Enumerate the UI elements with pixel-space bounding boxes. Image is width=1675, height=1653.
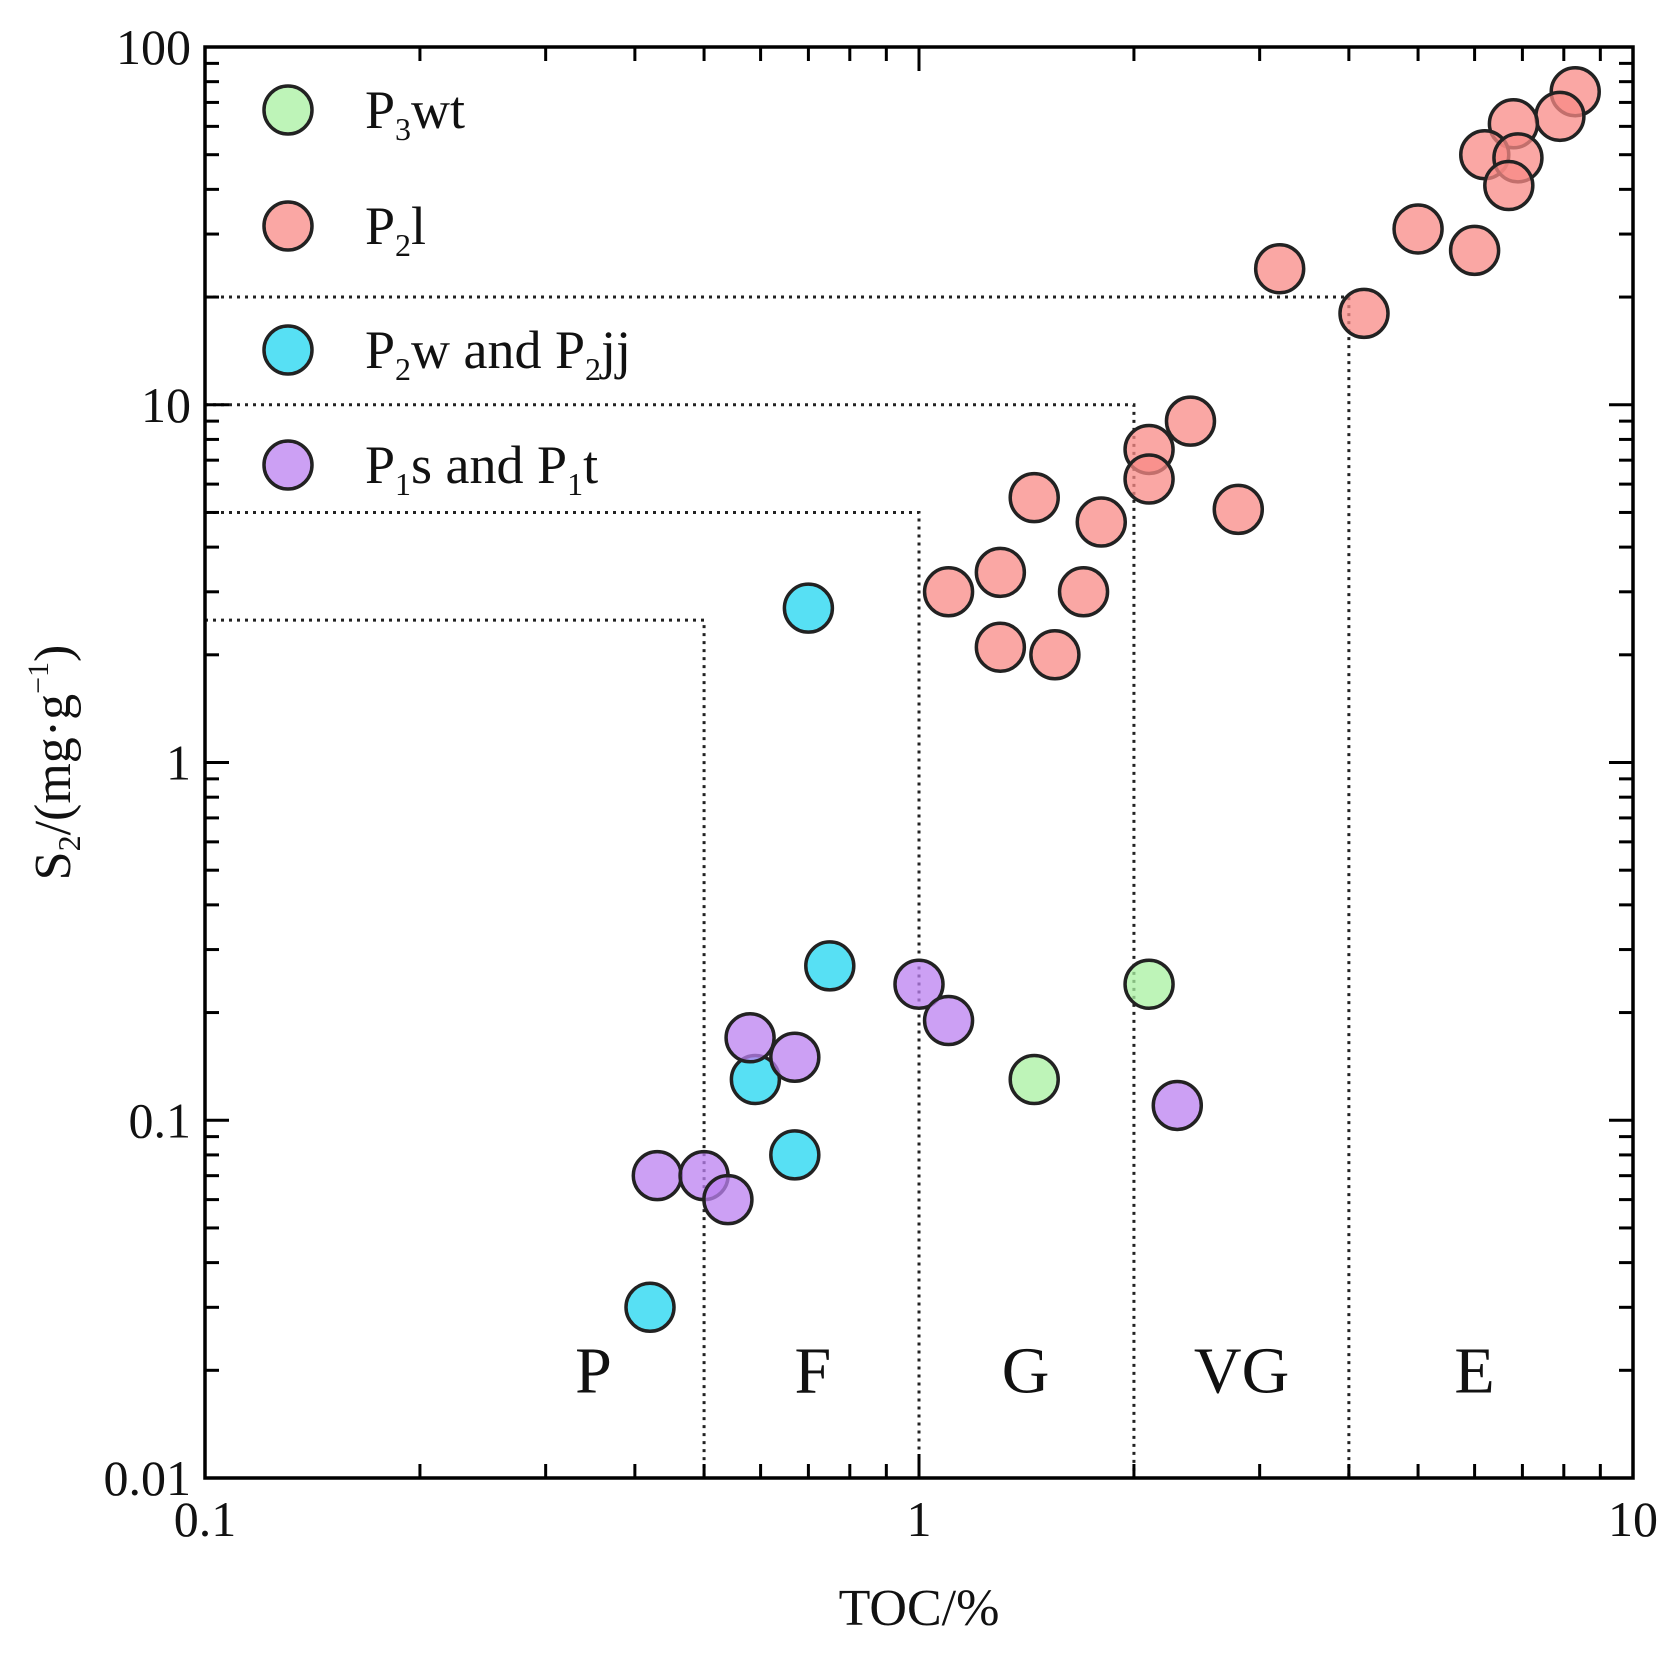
legend-marker (262, 439, 314, 491)
data-point-series-1 (1212, 483, 1265, 536)
data-point-series-1 (1483, 159, 1535, 212)
data-point-series-1 (1075, 496, 1128, 548)
zone-label-p: P (575, 1334, 612, 1407)
data-point-series-1 (1008, 471, 1060, 524)
legend-marker (262, 324, 314, 376)
legend-marker (262, 200, 314, 252)
zone-label-f: F (794, 1334, 831, 1407)
data-point-series-2 (624, 1281, 676, 1334)
data-point-series-1 (1392, 203, 1444, 255)
legend-label: P2l (365, 196, 426, 263)
zone-label-e: E (1454, 1334, 1494, 1407)
data-point-series-3 (922, 994, 975, 1047)
data-point-series-2 (769, 1129, 821, 1181)
data-point-series-3 (893, 958, 945, 1010)
zone-label-g: G (1002, 1334, 1050, 1407)
y-tick-label: 10 (141, 377, 191, 433)
y-axis-title: S2/(mg·g−1) (22, 645, 87, 881)
x-tick-label: 1 (907, 1491, 932, 1547)
legend-label: P2w and P2jj (365, 320, 631, 387)
legend-item: P1s and P1t (262, 435, 598, 502)
data-point-series-0 (1008, 1053, 1060, 1106)
data-point-series-2 (782, 582, 835, 634)
data-point-series-1 (1253, 242, 1306, 295)
legend: P3wt P2l P2w and P2jj P1s and P1t (262, 80, 631, 502)
data-point-series-1 (1448, 224, 1501, 277)
data-point-series-2 (804, 940, 856, 992)
data-point-series-1 (974, 621, 1027, 673)
legend-item: P2l (262, 196, 426, 263)
x-tick-label: 10 (1608, 1491, 1658, 1547)
data-point-series-1 (974, 546, 1027, 599)
data-point-series-0 (1123, 958, 1175, 1010)
legend-label: P1s and P1t (365, 435, 598, 502)
data-point-series-1 (922, 566, 975, 618)
y-tick-label: 0.1 (129, 1092, 192, 1148)
grade-boundary-line (205, 403, 1136, 1478)
data-point-series-1 (1057, 566, 1110, 618)
grade-zone-labels: P F G VG E (575, 1334, 1495, 1407)
data-point-series-1 (1123, 453, 1175, 505)
zone-label-vg: VG (1194, 1334, 1289, 1407)
data-point-series-1 (1534, 90, 1586, 143)
data-point-series-3 (1151, 1079, 1204, 1132)
axis-ticks (205, 47, 1633, 1478)
legend-item: P3wt (262, 80, 465, 147)
data-point-series-3 (631, 1149, 684, 1202)
data-points (624, 65, 1601, 1334)
y-tick-label: 0.01 (104, 1450, 192, 1506)
grade-boundaries (205, 295, 1351, 1478)
data-point-series-1 (1338, 287, 1390, 340)
legend-label: P3wt (365, 80, 465, 147)
grade-boundary-line (205, 510, 921, 1478)
legend-item: P2w and P2jj (262, 320, 631, 387)
y-tick-label: 100 (116, 19, 191, 75)
data-point-series-3 (702, 1173, 754, 1226)
data-point-series-1 (1029, 629, 1081, 681)
y-tick-label: 1 (166, 735, 191, 791)
x-tick-label: 0.1 (174, 1491, 237, 1547)
legend-marker (262, 84, 314, 136)
data-point-series-3 (769, 1031, 821, 1084)
x-axis-title: TOC/% (839, 1580, 1000, 1637)
data-point-series-3 (724, 1012, 776, 1064)
grade-boundary-line (205, 618, 706, 1478)
data-point-series-1 (1164, 395, 1217, 447)
